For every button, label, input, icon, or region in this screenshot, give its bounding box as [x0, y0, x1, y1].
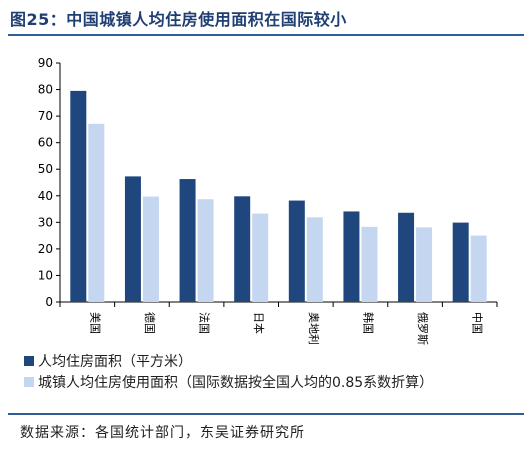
bar-series2 [142, 196, 159, 302]
y-tick-label: 70 [38, 109, 53, 123]
y-tick-label: 90 [38, 56, 53, 70]
x-tick-label: 日本 [252, 312, 266, 334]
x-tick-label: 美国 [88, 312, 101, 334]
y-tick-label: 30 [38, 215, 53, 229]
x-tick-label: 韩国 [361, 312, 375, 334]
bar-series2 [88, 123, 105, 302]
x-tick-label: 中国 [471, 312, 484, 334]
bar-series2 [361, 226, 378, 302]
source-note: 数据来源：各国统计部门，东吴证券研究所 [20, 425, 305, 441]
y-axis: 0 10 20 30 40 50 60 70 80 90 [38, 56, 61, 309]
bar-series2 [306, 217, 323, 302]
bar-series2 [252, 213, 269, 302]
x-tick-label: 俄罗斯 [416, 312, 429, 345]
legend-label-series2: 城镇人均住房使用面积（国际数据按全国人均的0.85系数折算） [38, 375, 434, 391]
bar-series1 [343, 211, 360, 302]
y-tick-label: 20 [38, 242, 53, 256]
title-divider [8, 34, 524, 36]
bar-series1 [398, 212, 415, 302]
chart-title: 图25：中国城镇人均住房使用面积在国际较小 [10, 10, 347, 29]
x-tick-label: 法国 [198, 312, 212, 334]
y-tick-label: 80 [38, 83, 53, 97]
x-tick-label: 奥地利 [307, 312, 321, 345]
bar-series1 [234, 196, 251, 302]
y-tick-label: 0 [45, 295, 53, 309]
bar-series2 [416, 227, 433, 302]
legend-label-series1: 人均住房面积（平方米） [38, 354, 192, 370]
bar-series1 [70, 90, 87, 302]
x-axis: 美国 德国 法国 日本 奥地利 韩国 俄罗斯 中国 [59, 301, 498, 345]
y-tick-label: 60 [38, 136, 53, 150]
legend-swatch-series2 [24, 377, 34, 387]
bar-series1 [452, 222, 469, 302]
bars [70, 90, 487, 302]
source-divider [8, 413, 524, 415]
bar-series2 [197, 199, 214, 302]
legend-item-series2: 城镇人均住房使用面积（国际数据按全国人均的0.85系数折算） [24, 372, 433, 392]
legend-swatch-series1 [24, 356, 34, 366]
bar-series1 [179, 179, 196, 302]
y-tick-label: 50 [38, 162, 53, 176]
y-tick-label: 40 [38, 189, 53, 203]
bar-chart: 0 10 20 30 40 50 60 70 80 90 美国 德国 法国 日本 奥地利 韩国 俄罗斯 中国 [38, 56, 498, 345]
bar-series1 [288, 200, 305, 302]
x-tick-label: 德国 [143, 312, 157, 334]
legend-item-series1: 人均住房面积（平方米） [24, 351, 192, 371]
bar-series1 [124, 176, 141, 302]
bar-series2 [470, 235, 487, 302]
y-tick-label: 10 [38, 268, 53, 282]
